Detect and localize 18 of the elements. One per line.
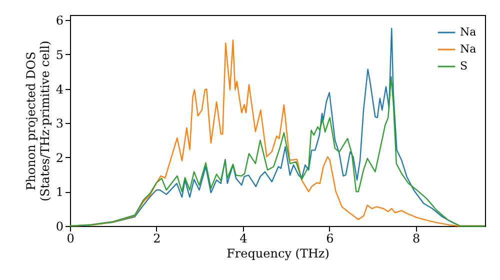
x-tick-label: 6 <box>326 232 334 246</box>
line-series <box>69 76 486 227</box>
y-tick-label: 0 <box>56 220 64 234</box>
y-tick-label: 3 <box>56 116 64 131</box>
x-tick-label: 0 <box>66 232 74 246</box>
y-tick-label: 2 <box>56 150 64 165</box>
x-axis-title: Frequency (THz) <box>226 246 330 260</box>
y-tick-label: 1 <box>56 185 64 200</box>
legend-label: Na <box>460 26 477 38</box>
legend-label: Na <box>460 42 477 56</box>
x-tick-label: 8 <box>412 232 420 246</box>
y-tick-label: 6 <box>56 14 64 28</box>
x-tick-label: 2 <box>153 232 161 246</box>
y-axis-title: Phonon projected DOS (States/THz·primitive cell) <box>24 40 52 202</box>
y-tick-label: 4 <box>56 82 64 96</box>
y-tick-label: 5 <box>56 48 64 62</box>
x-tick-label: 4 <box>240 232 248 246</box>
legend-label: S <box>460 60 468 72</box>
